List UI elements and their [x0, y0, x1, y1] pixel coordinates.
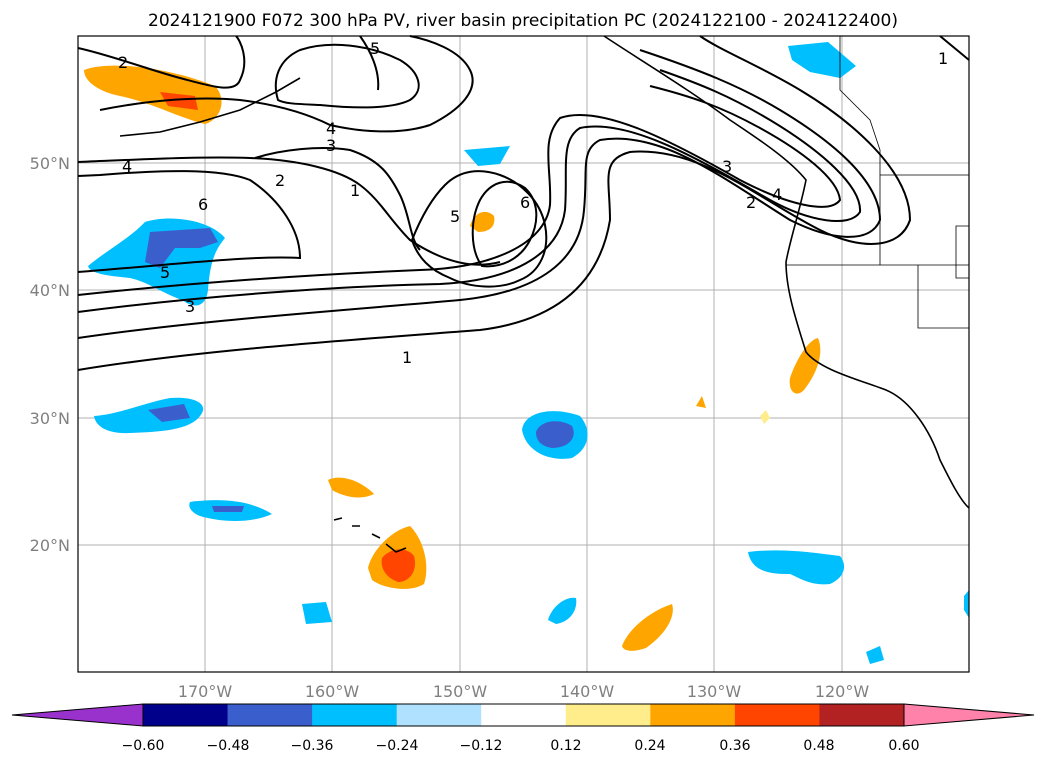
- precip-blob: [160, 92, 198, 110]
- colorbar-segment: [396, 704, 482, 726]
- colorbar-segment: [734, 704, 820, 726]
- lat-tick-label: 40°N: [30, 281, 70, 300]
- gridlines: [78, 36, 969, 672]
- lon-tick-label: 160°W: [305, 682, 360, 701]
- map-frame: [77, 35, 970, 673]
- colorbar-extend-min: [11, 703, 144, 727]
- precip-blob: [748, 550, 845, 585]
- lon-tick-label: 120°W: [815, 682, 870, 701]
- contour-labels: 1 2 3 4 5 6 4 3 2 1 2 3 4 5 6 1 5: [118, 39, 948, 367]
- lat-tick-label: 50°N: [30, 154, 70, 173]
- precip-blob: [328, 477, 374, 498]
- colorbar-tick-label: −0.12: [460, 738, 503, 754]
- colorbar-segments: [142, 703, 905, 727]
- precip-blob: [760, 410, 770, 424]
- colorbar-segment: [819, 704, 905, 726]
- colorbar-segment: [650, 704, 736, 726]
- lon-tick-label: 170°W: [178, 682, 233, 701]
- lon-tick-label: 150°W: [433, 682, 488, 701]
- contour-label: 5: [450, 207, 460, 226]
- precip-blob: [866, 646, 884, 664]
- coastlines: [119, 35, 970, 553]
- colorbar-segment: [227, 704, 313, 726]
- colorbar-tick-label: 0.36: [719, 738, 750, 754]
- contour-label: 4: [326, 119, 336, 138]
- colorbar-tick-label: −0.60: [122, 738, 165, 754]
- lon-tick-label: 130°W: [687, 682, 742, 701]
- borders: [786, 36, 970, 329]
- colorbar-tick-label: −0.36: [291, 738, 334, 754]
- colorbar-tick-label: −0.48: [207, 738, 250, 754]
- contour-label: 5: [160, 263, 170, 282]
- contour-label: 2: [118, 53, 128, 72]
- colorbar-segment: [312, 704, 398, 726]
- colorbar-segment: [143, 704, 229, 726]
- lat-tick-label: 20°N: [30, 536, 70, 555]
- contour-label: 2: [746, 193, 756, 212]
- contour-label: 1: [938, 49, 948, 68]
- pv-contours: [77, 35, 970, 371]
- contour-label: 4: [772, 185, 782, 204]
- lat-tick-label: 30°N: [30, 409, 70, 428]
- precip-blob: [470, 211, 495, 232]
- precip-blob: [381, 549, 416, 582]
- precip-blob: [964, 590, 969, 618]
- contour-label: 2: [275, 171, 285, 190]
- colorbar-tick-labels: −0.60 −0.48 −0.36 −0.24 −0.12 0.12 0.24 …: [122, 738, 920, 754]
- precip-blob: [788, 42, 856, 78]
- colorbar-tick-label: 0.12: [550, 738, 581, 754]
- colorbar-tick-label: 0.48: [803, 738, 834, 754]
- chart-title: 2024121900 F072 300 hPa PV, river basin …: [148, 11, 898, 31]
- map-panel: 1 2 3 4 5 6 4 3 2 1 2 3 4 5 6 1 5: [77, 35, 970, 673]
- contour-label: 3: [326, 136, 336, 155]
- colorbar-tick-label: −0.24: [376, 738, 419, 754]
- colorbar-tick-label: 0.60: [888, 738, 919, 754]
- precip-blob: [464, 146, 510, 166]
- precip-blob: [536, 421, 574, 448]
- lon-tick-label: 140°W: [560, 682, 615, 701]
- lat-tick-labels: 20°N 30°N 40°N 50°N: [30, 154, 70, 555]
- precip-blob: [789, 338, 821, 394]
- contour-label: 3: [722, 157, 732, 176]
- precip-blob: [145, 228, 218, 268]
- contour-label: 6: [198, 195, 208, 214]
- contour-label: 6: [520, 193, 530, 212]
- contour-label: 4: [122, 157, 132, 176]
- colorbar: −0.60 −0.48 −0.36 −0.24 −0.12 0.12 0.24 …: [11, 703, 1035, 754]
- colorbar-segment: [565, 704, 651, 726]
- colorbar-extend-max: [903, 703, 1035, 727]
- contour-label: 1: [350, 181, 360, 200]
- colorbar-segment: [481, 704, 567, 726]
- precip-blob: [212, 506, 244, 512]
- lon-tick-labels: 170°W 160°W 150°W 140°W 130°W 120°W: [178, 682, 870, 701]
- contour-label: 3: [185, 297, 195, 316]
- colorbar-tick-label: 0.24: [634, 738, 665, 754]
- precip-blob: [696, 396, 706, 408]
- contour-label: 5: [370, 39, 380, 58]
- precip-blob: [148, 404, 190, 422]
- contour-label: 1: [402, 348, 412, 367]
- precip-blob: [548, 597, 577, 624]
- precip-blob: [622, 604, 673, 651]
- precip-blob: [302, 602, 332, 624]
